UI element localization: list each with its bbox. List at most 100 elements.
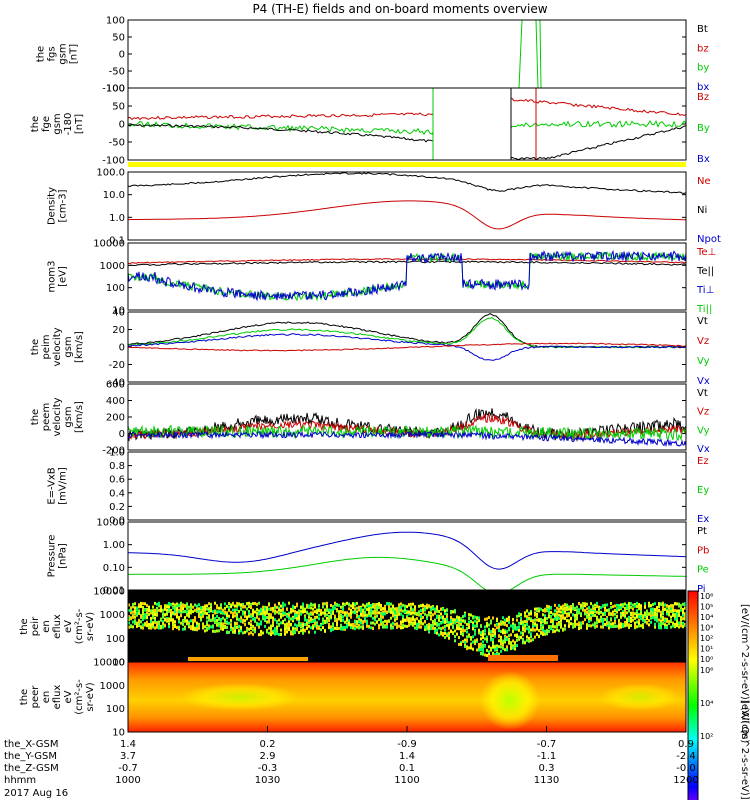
frame-pressure [127, 521, 687, 591]
legend-peem_velocity-Vt: Vt [697, 388, 708, 399]
ytick-temperature: 100 [106, 283, 125, 294]
x-row-value: -0.0 [676, 763, 696, 774]
panel-peem_velocity: thepeemvelocitygsm[km/s] 600 400 200 0 -200 Vt… [30, 380, 710, 457]
ytick-peem_velocity: -200 [102, 446, 125, 457]
ytick-efield: 1.0 [109, 448, 125, 459]
x-row-value: 3.7 [120, 751, 136, 762]
legend-temperature-Te||: Te|| [696, 266, 714, 277]
x-row-value: 0.3 [539, 763, 555, 774]
x-row-value: -0.7 [118, 763, 138, 774]
legend-peim_velocity-Vy: Vy [697, 356, 710, 367]
legend-peem_velocity-Vx: Vx [697, 444, 710, 455]
colorbar-tick: 10² [700, 732, 713, 741]
x-row-label: the_X-GSM [4, 739, 58, 750]
ytick-peir_spec: 100 [106, 634, 125, 645]
ylabel-fge: thefgegsm-180[nT] [30, 113, 85, 136]
plot-peir_spec [128, 591, 686, 662]
ytick-peem_velocity: 0 [119, 429, 125, 440]
x-axis-labels: the_X-GSM 1.4 0.2 -0.9 -0.7 0.9 the_Y-GSM 3.7 2.… [4, 726, 699, 786]
ytick-fge: 50 [112, 102, 125, 113]
date-label: 2017 Aug 16 [4, 788, 68, 799]
ytick-peer_spec: 1000 [100, 681, 125, 692]
ytick-peim_velocity: -40 [109, 378, 125, 389]
ytick-peim_velocity: 20 [112, 325, 125, 336]
ytick-peem_velocity: 400 [106, 396, 125, 407]
colorbar-tick: 10⁴ [700, 613, 713, 622]
colorbar-label-top: [eV/(cm^2-s-sr-eV)] (All Qs) [739, 604, 750, 743]
ytick-pressure: 1.00 [103, 540, 125, 551]
frame-peem_velocity [127, 383, 687, 451]
x-row-value: 0.9 [678, 739, 694, 750]
ytick-pressure: 0.01 [103, 586, 125, 597]
legend-efield-Ey: Ey [697, 485, 709, 496]
panel-fge: thefgegsm-180[nT] 100 50 0 -50 -100 Bz By Bx [30, 84, 710, 167]
legend-fge-Bz: Bz [697, 92, 709, 103]
ytick-temperature: 1000 [100, 261, 125, 272]
ytick-efield: 0.8 [109, 461, 125, 472]
x-row-label: the_Z-GSM [4, 763, 59, 774]
ytick-temperature: 10000 [93, 239, 125, 250]
legend-temperature-Ti||: Ti|| [696, 304, 712, 315]
colorbar-tick: 10⁶ [700, 666, 713, 675]
plot-temperature [127, 249, 687, 302]
ylabel-peir_spec: thepeirenefluxeV(cm²-s-sr-eV) [19, 608, 96, 644]
ytick-peir_spec: 10 [112, 658, 125, 669]
panel-efield: E=-VxB[mV/m] 1.0 0.8 0.6 0.4 0.2 0.0 Ez Ey Ex [47, 448, 710, 527]
frame-fgs [127, 19, 687, 89]
x-row-value: -0.9 [397, 739, 417, 750]
colorbar-tick: 10⁰ [700, 655, 713, 664]
ytick-peir_spec: 10000 [93, 587, 125, 598]
ytick-fgs: 0 [119, 50, 125, 61]
panels: thefgsgsm[nT]100500-50-100Btbzbybxthefge… [19, 16, 721, 739]
frame-temperature [127, 242, 687, 311]
ytick-efield: 0.4 [109, 488, 125, 499]
x-row-value: 0.1 [399, 763, 415, 774]
frame-peim_velocity [127, 311, 687, 383]
ytick-pressure: 10.00 [96, 518, 125, 529]
ytick-peer_spec: 10 [112, 728, 125, 739]
ytick-peim_velocity: 40 [112, 308, 125, 319]
x-row-value: 1000 [115, 775, 140, 786]
ytick-fgs: 100 [106, 16, 125, 27]
legend-peem_velocity-Vz: Vz [697, 407, 709, 418]
ytick-fge: -100 [102, 156, 125, 167]
ytick-density: 0.1 [109, 236, 125, 247]
frame-fge [127, 87, 687, 161]
x-row-value: 0.2 [260, 739, 276, 750]
plot-peem_velocity [127, 407, 687, 448]
legend-peim_velocity-Vt: Vt [697, 316, 708, 327]
ytick-density: 100.0 [96, 168, 125, 179]
ytick-density: 1.0 [109, 213, 125, 224]
ytick-peir_spec: 1000 [100, 610, 125, 621]
x-row-value: 2.9 [260, 751, 276, 762]
x-row-value: -0.3 [258, 763, 278, 774]
ytick-peim_velocity: -20 [109, 360, 125, 371]
legend-density-Ni: Ni [697, 205, 707, 216]
frame-density [127, 171, 687, 241]
ytick-peem_velocity: 600 [106, 380, 125, 391]
plot-fge [127, 88, 687, 161]
ytick-peim_velocity: 0 [119, 343, 125, 354]
legend-pressure-Pt: Pt [697, 526, 707, 537]
legend-fge-By: By [697, 123, 710, 134]
panel-temperature: mom3[eV] 10000 1000 100 10 Te⊥ Te|| Ti⊥ Ti|| [47, 239, 717, 317]
x-row-value: -2.4 [676, 751, 696, 762]
legend-efield-Ex: Ex [697, 514, 709, 525]
legend-peem_velocity-Vy: Vy [697, 425, 710, 436]
legend-pressure-Pe: Pe [697, 565, 709, 576]
ylabel-fgs: thefgsgsm[nT] [36, 43, 80, 64]
ytick-peem_velocity: 200 [106, 413, 125, 424]
ylabel-peim_velocity: thepeimvelocitygsm[km/s] [30, 327, 85, 366]
ytick-fgs: -100 [102, 84, 125, 95]
legend-pressure-Pi: Pi [697, 584, 706, 595]
legend-fgs-bx: bx [697, 82, 709, 93]
x-row-value: 1200 [673, 775, 698, 786]
ytick-temperature: 10 [112, 306, 125, 317]
panel-peim_velocity: thepeimvelocitygsm[km/s] 40 20 0 -20 -40 Vt Vz V… [30, 308, 710, 389]
x-row-value: 1.4 [399, 751, 415, 762]
legend-fge-Bx: Bx [697, 154, 710, 165]
ytick-fgs: -50 [109, 67, 125, 78]
